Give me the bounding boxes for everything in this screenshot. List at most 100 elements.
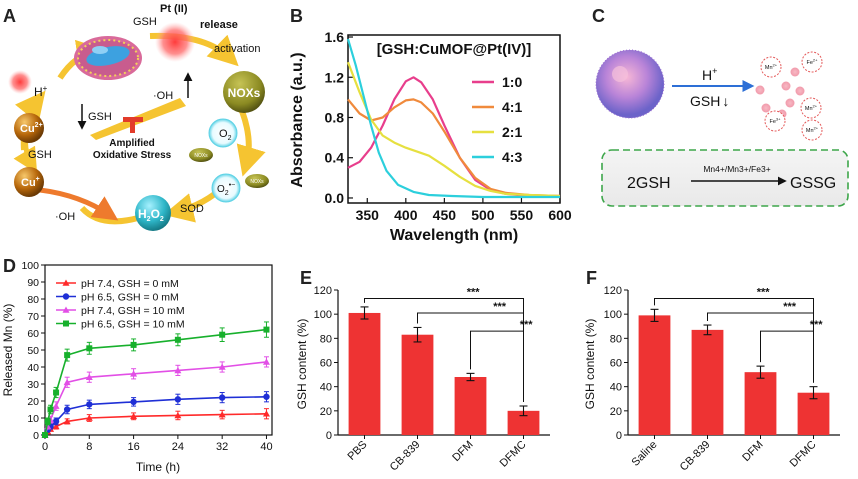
a-oh-bottom: ·OH xyxy=(55,211,75,223)
a-gsh-top: GSH xyxy=(133,16,157,28)
d-legend-marker xyxy=(63,320,69,327)
b-ytick-label: 1.2 xyxy=(325,69,345,85)
a-nox-small-2: NOXs xyxy=(250,179,264,185)
e-bar-cb-839 xyxy=(401,334,434,435)
o2-bubble xyxy=(208,118,238,148)
e-sig-label: *** xyxy=(520,319,534,331)
e-ytick-label: 100 xyxy=(314,309,332,321)
b-plot-frame xyxy=(347,34,561,204)
e-ytick-label: 0 xyxy=(326,430,332,442)
d-point xyxy=(263,393,270,400)
d-point xyxy=(47,406,54,413)
c-gsh-down: GSH ↓ xyxy=(690,93,729,109)
stress-bar-red xyxy=(123,117,143,122)
e-ytick-label: 60 xyxy=(320,358,332,370)
a-amplified-1: Amplified xyxy=(109,138,155,149)
e-sig-bracket xyxy=(364,297,524,402)
red-glow-left xyxy=(8,70,32,94)
c-ion-dot xyxy=(755,85,765,95)
e-xtick-label: PBS xyxy=(346,439,370,463)
a-oh-center: ·OH xyxy=(153,90,173,102)
c-ion-dot xyxy=(761,103,771,113)
panel-e-chart: E 0 20 40 60 80 100 120 PBS CB-839 DFM DFMC *** *** *… xyxy=(295,268,550,473)
d-point xyxy=(130,398,137,406)
a-noxs: NOXs xyxy=(228,86,261,100)
cu2-bubble xyxy=(14,113,44,143)
d-point xyxy=(262,410,270,417)
c-ion-bubble xyxy=(801,119,823,141)
d-point xyxy=(85,414,93,421)
b-legend-label: 4:3 xyxy=(502,149,522,165)
panel-d-chart: D 0 8 16 24 32 40 0 10 20 30 40 50 60 70 80 90 100 pH 7.… xyxy=(1,256,273,474)
f-ytick-label: 20 xyxy=(610,406,622,418)
d-xtick-label: 0 xyxy=(42,441,48,453)
d-series-line-3 xyxy=(44,328,267,436)
e-sig-label: *** xyxy=(493,301,507,313)
b-legend-label: 1:0 xyxy=(502,74,522,90)
d-point xyxy=(263,326,270,333)
d-point xyxy=(53,389,60,396)
a-o2: O2 xyxy=(219,128,232,142)
d-point xyxy=(63,406,71,413)
c-reaction-catalyst: Mn4+/Mn3+/Fe3+ xyxy=(703,164,770,174)
b-ytick-label: 0.8 xyxy=(325,109,345,125)
d-point xyxy=(63,417,71,425)
b-legend-label: 4:1 xyxy=(502,99,522,115)
d-point xyxy=(86,401,93,408)
e-ytick-label: 120 xyxy=(314,285,332,297)
d-point xyxy=(86,345,93,352)
b-xtick-label: 600 xyxy=(548,207,572,223)
a-o2-radical: O2•− xyxy=(217,182,235,197)
c-ion-label: Mn2+ xyxy=(806,126,819,135)
a-gsh-down: GSH xyxy=(88,111,112,123)
b-xtick-label: 500 xyxy=(471,207,495,223)
f-bar-cb-839 xyxy=(691,329,724,435)
nox-small-1 xyxy=(189,148,213,162)
panel-label-f: F xyxy=(586,268,597,288)
f-bar-saline xyxy=(638,315,671,435)
d-point xyxy=(130,370,138,377)
h2o2-bubble xyxy=(135,195,171,231)
a-cu1: Cu+ xyxy=(21,176,40,189)
b-xtick-label: 450 xyxy=(433,207,457,223)
c-ion-dot xyxy=(790,67,800,77)
d-series-line-0 xyxy=(44,413,267,436)
b-xtick-label: 550 xyxy=(510,207,534,223)
e-bar-pbs xyxy=(348,312,381,435)
panel-label-c: C xyxy=(592,6,605,26)
o2-radical-bubble xyxy=(211,173,241,203)
c-reaction-box xyxy=(601,149,849,207)
d-point xyxy=(52,423,60,430)
panel-label-b: B xyxy=(290,6,303,26)
f-ytick-label: 100 xyxy=(604,309,622,321)
d-xtick-label: 24 xyxy=(172,441,184,453)
d-ytick-label: 0 xyxy=(33,430,39,442)
nanoparticle-icon xyxy=(74,36,142,80)
a-release: release xyxy=(200,19,238,31)
red-glow-top xyxy=(155,22,195,62)
c-ion-label: Mn2+ xyxy=(805,104,818,113)
b-title: [GSH:CuMOF@Pt(IV)] xyxy=(377,41,532,58)
d-point xyxy=(218,394,226,401)
d-point xyxy=(52,418,60,425)
f-sig-label: *** xyxy=(757,286,771,298)
a-h-plus: H+ xyxy=(34,84,48,99)
f-sig-label: *** xyxy=(810,319,824,331)
a-h2o2: H2O2 xyxy=(138,207,164,223)
d-ytick-label: 90 xyxy=(27,277,39,289)
d-point xyxy=(130,341,137,348)
f-ytick-label: 120 xyxy=(604,285,622,297)
d-point xyxy=(219,331,226,338)
d-ytick-label: 100 xyxy=(21,260,39,272)
a-activation: activation xyxy=(214,43,260,55)
d-point xyxy=(262,358,270,365)
stress-stem-red xyxy=(130,121,135,133)
b-xtick-label: 350 xyxy=(356,207,380,223)
b-xtick-label: 400 xyxy=(394,207,418,223)
d-ytick-label: 50 xyxy=(27,345,39,357)
e-sig-label: *** xyxy=(467,286,481,298)
c-ion-label: Mn2+ xyxy=(765,63,778,72)
a-nox-small-1: NOXs xyxy=(194,153,208,159)
c-ion-dot xyxy=(781,81,791,91)
